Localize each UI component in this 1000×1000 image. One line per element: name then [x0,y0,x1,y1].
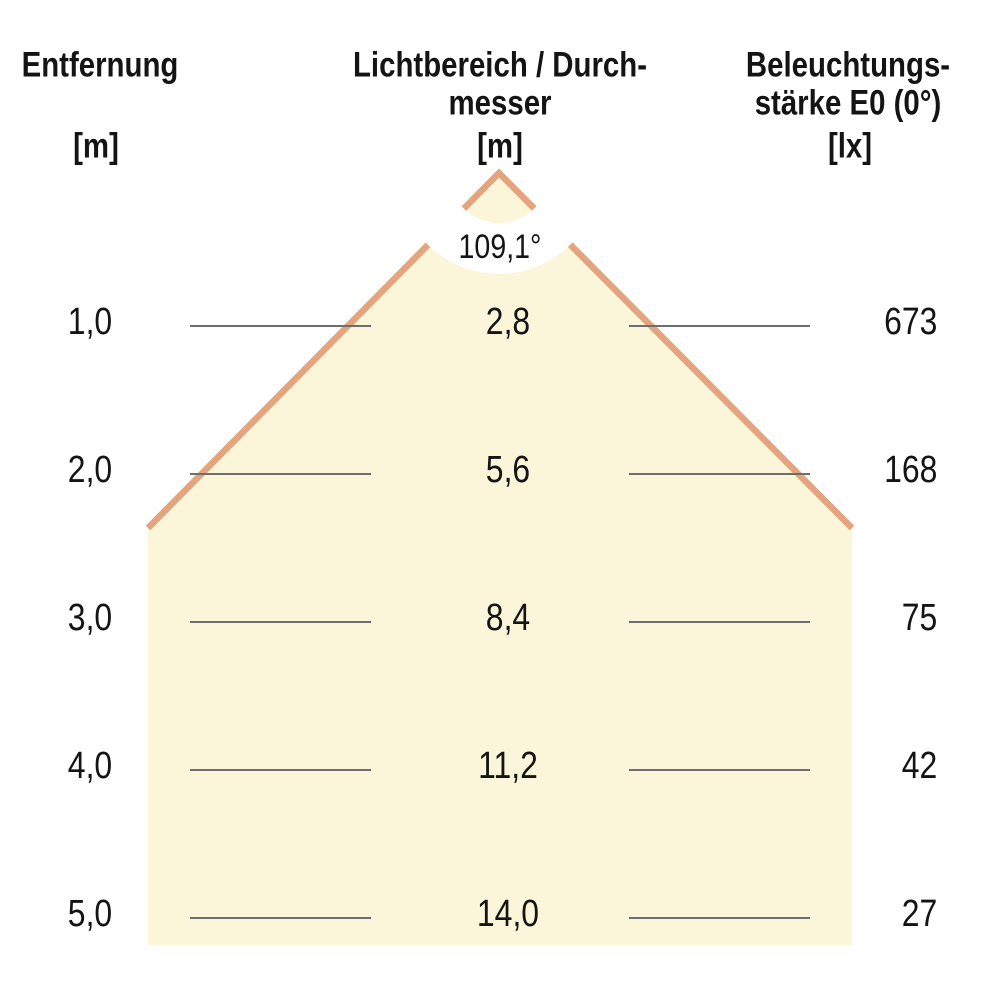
diameter-value: 5,6 [485,449,531,491]
diameter-value: 14,0 [476,893,540,935]
row-connector-line-left [190,769,371,771]
row-connector-line-right [629,769,810,771]
col-header-diameter-line2: messer [448,83,552,123]
light-cone-border [145,168,855,531]
col-header-diameter-unit: [m] [477,126,523,166]
diameter-value: 8,4 [485,597,531,639]
col-header-diameter-line1: Lichtbereich / Durch- [352,45,648,85]
illuminance-value: 673 [883,301,937,343]
row-connector-line-left [190,325,371,327]
light-cone-shape [148,173,852,945]
row-connector-line-left [190,917,371,919]
col-header-illuminance-line1: Beleuchtungs- [745,45,951,85]
row-connector-line-right [629,473,810,475]
distance-value: 1,0 [67,301,113,343]
col-header-illuminance-line2: stärke E0 (0°) [754,83,942,123]
beam-angle-label: 109,1° [458,228,542,266]
row-connector-line-left [190,473,371,475]
row-connector-line-right [629,621,810,623]
row-connector-line-left [190,621,371,623]
row-connector-line-right [629,917,810,919]
beam-angle-gap-band [411,198,587,275]
illuminance-value: 27 [901,893,937,935]
illuminance-value: 168 [883,449,937,491]
diameter-value: 11,2 [478,745,538,787]
distance-value: 2,0 [67,449,113,491]
col-header-distance: Entfernung [21,45,179,85]
illuminance-value: 75 [901,597,937,639]
distance-value: 3,0 [67,597,113,639]
col-header-distance-unit: [m] [73,126,119,166]
col-header-illuminance-unit: [lx] [827,126,873,166]
distance-value: 5,0 [67,893,113,935]
distance-value: 4,0 [67,745,113,787]
illuminance-value: 42 [901,745,937,787]
diameter-value: 2,8 [485,301,531,343]
row-connector-line-right [629,325,810,327]
